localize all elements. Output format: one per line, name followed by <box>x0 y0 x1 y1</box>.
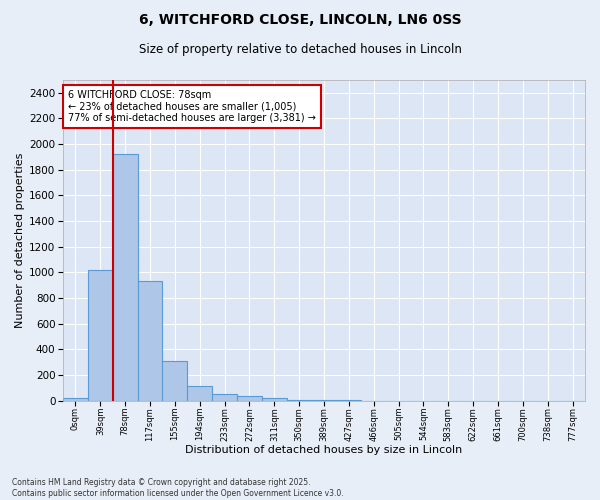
Bar <box>187 386 212 400</box>
Bar <box>113 154 137 400</box>
Bar <box>137 282 163 401</box>
Text: 6 WITCHFORD CLOSE: 78sqm
← 23% of detached houses are smaller (1,005)
77% of sem: 6 WITCHFORD CLOSE: 78sqm ← 23% of detach… <box>68 90 316 123</box>
Bar <box>163 361 187 401</box>
Text: Size of property relative to detached houses in Lincoln: Size of property relative to detached ho… <box>139 42 461 56</box>
X-axis label: Distribution of detached houses by size in Lincoln: Distribution of detached houses by size … <box>185 445 463 455</box>
Bar <box>262 398 287 400</box>
Text: Contains HM Land Registry data © Crown copyright and database right 2025.
Contai: Contains HM Land Registry data © Crown c… <box>12 478 344 498</box>
Text: 6, WITCHFORD CLOSE, LINCOLN, LN6 0SS: 6, WITCHFORD CLOSE, LINCOLN, LN6 0SS <box>139 12 461 26</box>
Bar <box>63 398 88 400</box>
Bar <box>237 396 262 400</box>
Bar <box>212 394 237 400</box>
Y-axis label: Number of detached properties: Number of detached properties <box>15 152 25 328</box>
Bar <box>88 270 113 400</box>
